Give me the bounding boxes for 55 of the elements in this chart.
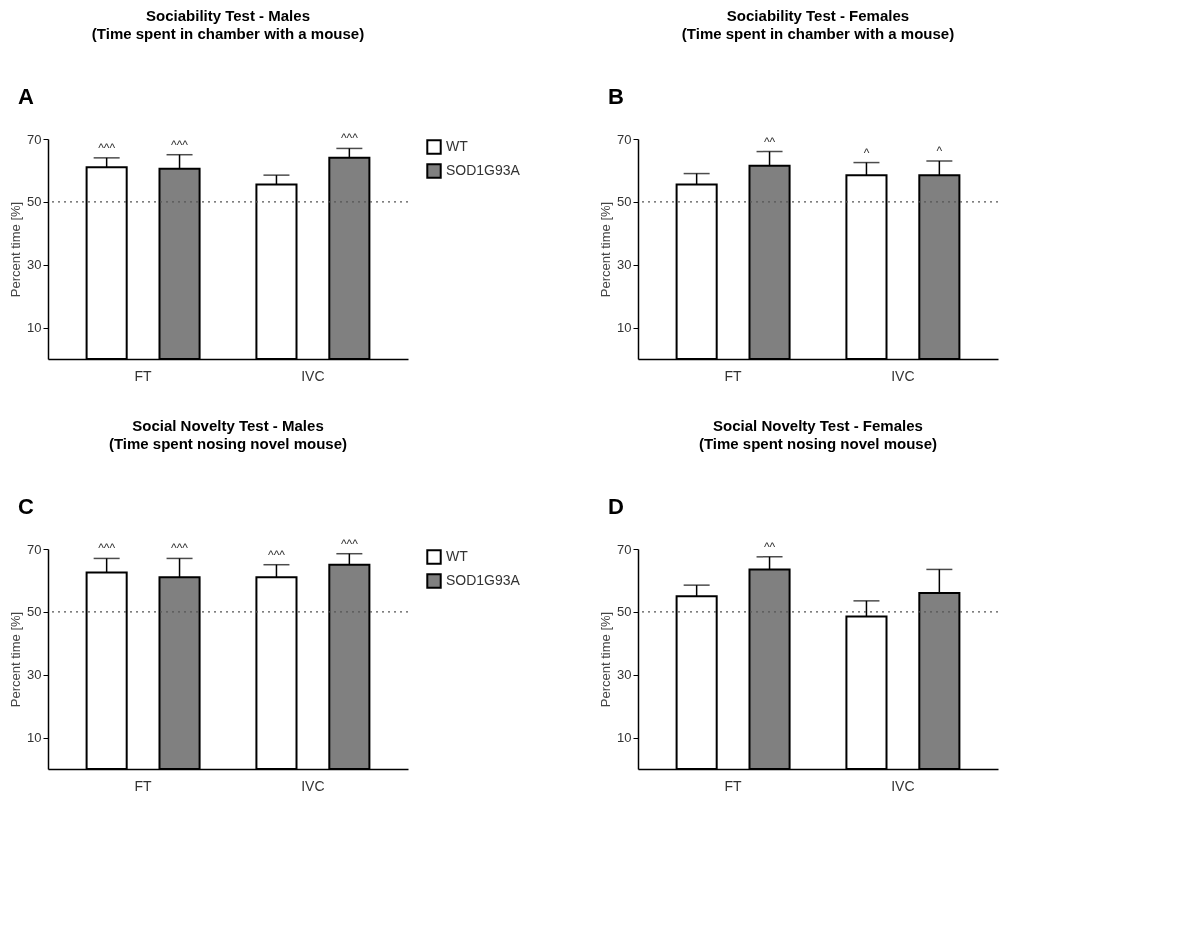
- y-tick-label: 50: [27, 604, 42, 620]
- x-tick-label: IVC: [301, 367, 325, 384]
- text: D: [608, 494, 624, 519]
- y-tick-label: 30: [27, 667, 42, 683]
- chart-title: Social Novelty Test - Females: [713, 417, 923, 434]
- data-label: ^^^: [268, 547, 286, 562]
- x-tick-label: IVC: [891, 367, 915, 384]
- y-tick-label: 10: [27, 730, 42, 746]
- chart-subtitle: (Time spent nosing novel mouse): [108, 435, 348, 452]
- y-tick-label: 70: [617, 541, 632, 557]
- x-tick-label: FT: [724, 367, 743, 384]
- y-tick-label: 70: [27, 541, 42, 557]
- data-label: ^^^: [340, 131, 359, 146]
- y-tick-label: 10: [617, 320, 632, 336]
- y-tick-label: 70: [27, 131, 42, 147]
- y-tick-label: 30: [27, 257, 42, 273]
- data-label: ^^^: [98, 541, 116, 556]
- y-axis-title: Percent time [%]: [8, 201, 24, 298]
- y-tick-label: 10: [27, 320, 42, 336]
- data-label: ^^^: [340, 536, 359, 551]
- data-label: ^: [863, 145, 870, 160]
- x-tick-label: FT: [724, 777, 743, 794]
- data-label: ^^^: [171, 541, 189, 556]
- chart-subtitle: (Time spent nosing novel mouse): [698, 435, 938, 452]
- y-axis-title: Percent time [%]: [598, 611, 614, 708]
- y-axis-title: Percent time [%]: [8, 611, 24, 708]
- y-tick-label: 70: [617, 131, 632, 147]
- x-tick-label: FT: [134, 367, 153, 384]
- x-tick-label: IVC: [891, 777, 915, 794]
- text: A: [18, 84, 34, 109]
- text: B: [608, 84, 624, 109]
- x-tick-label: FT: [134, 777, 153, 794]
- data-label: ^: [936, 144, 943, 158]
- y-tick-label: 50: [27, 194, 42, 210]
- chart-subtitle: (Time spent in chamber with a mouse): [91, 25, 365, 42]
- legend-label: SOD1G93A: [446, 162, 521, 178]
- y-tick-label: 30: [617, 667, 632, 683]
- chart-subtitle: (Time spent in chamber with a mouse): [681, 25, 955, 42]
- text: C: [18, 494, 34, 519]
- legend-label: WT: [446, 548, 469, 564]
- chart-title: Sociability Test - Males: [146, 7, 310, 24]
- chart-title: Sociability Test - Females: [726, 7, 910, 24]
- data-label: ^^^: [171, 137, 189, 152]
- legend-label: WT: [446, 138, 469, 154]
- y-tick-label: 30: [617, 257, 632, 273]
- y-axis-title: Percent time [%]: [598, 201, 614, 298]
- x-tick-label: IVC: [301, 777, 325, 794]
- chart-title: Social Novelty Test - Males: [132, 417, 324, 434]
- data-label: ^^: [763, 539, 776, 554]
- legend-label: SOD1G93A: [446, 572, 521, 588]
- y-tick-label: 50: [617, 194, 632, 210]
- y-tick-label: 10: [617, 730, 632, 746]
- data-label: ^^: [763, 134, 776, 149]
- y-tick-label: 50: [617, 604, 632, 620]
- data-label: ^^^: [98, 140, 116, 155]
